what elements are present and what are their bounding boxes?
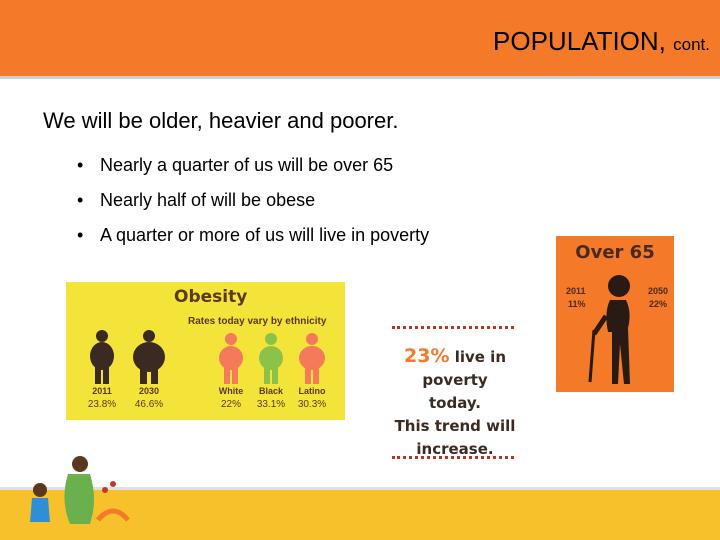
poverty-line: This trend will (394, 417, 516, 435)
figure-label: White (218, 386, 244, 396)
dotted-divider (392, 456, 514, 459)
figure-value: 33.1% (256, 399, 286, 410)
poverty-line: poverty today. (422, 371, 488, 412)
poverty-percent: 23% (404, 345, 450, 367)
obesity-infographic: Obesity Rates today vary by ethnicity 20… (66, 282, 345, 420)
poverty-line: live in (454, 348, 506, 366)
header-divider (0, 76, 720, 79)
figure-label: 2011 (92, 386, 112, 396)
slide-subtitle: We will be older, heavier and poorer. (43, 108, 399, 133)
over65-title: Over 65 (575, 242, 655, 263)
person-figure-icon (259, 333, 283, 384)
over65-year-left: 2011 (566, 286, 586, 296)
poverty-line: increase. (416, 440, 494, 458)
dotted-divider (392, 326, 514, 329)
figure-value: 23.8% (87, 399, 117, 410)
slide-title: POPULATION, cont. (493, 26, 710, 57)
slide-title-text: POPULATION, (493, 26, 666, 56)
poverty-stat: 23% live in poverty today. This trend wi… (394, 345, 516, 461)
bullet-item: A quarter or more of us will live in pov… (75, 218, 429, 253)
figure-value: 46.6% (134, 399, 164, 410)
elderly-person-icon (588, 275, 630, 384)
figure-value: 22% (220, 399, 241, 410)
person-figure-icon (133, 330, 165, 384)
bullet-item: Nearly a quarter of us will be over 65 (75, 148, 429, 183)
figure-value: 30.3% (297, 399, 327, 410)
obesity-subtitle: Rates today vary by ethnicity (188, 316, 327, 327)
figure-label: Latino (298, 386, 326, 396)
figure-label: 2030 (138, 386, 160, 396)
family-clipart-icon (30, 456, 130, 524)
person-figure-icon (90, 330, 114, 384)
header-bar (0, 0, 720, 76)
over65-value-left: 11% (568, 299, 586, 309)
person-figure-icon (219, 333, 243, 384)
bullet-list: Nearly a quarter of us will be over 65 N… (75, 148, 429, 253)
figure-label: Black (258, 386, 284, 396)
footer-divider (0, 487, 720, 490)
person-figure-icon (299, 333, 325, 384)
over65-year-right: 2050 (648, 286, 669, 296)
over65-infographic: Over 65 2011 11% 2050 22% (556, 236, 674, 392)
obesity-title: Obesity (174, 287, 248, 307)
slide-title-suffix: cont. (673, 35, 710, 54)
bullet-item: Nearly half of will be obese (75, 183, 429, 218)
over65-value-right: 22% (649, 299, 668, 309)
